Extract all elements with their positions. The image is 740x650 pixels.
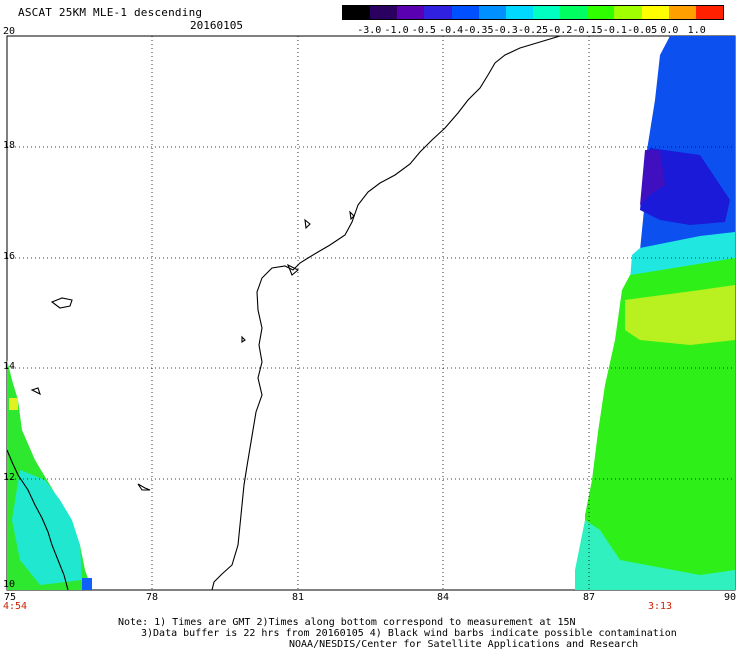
colorbar-tick-label: -0.4	[439, 25, 464, 36]
colorbar-tick-label: -0.5	[411, 25, 436, 36]
colorbar	[342, 5, 724, 20]
colorbar-segment	[370, 6, 398, 19]
colorbar-segment	[560, 6, 588, 19]
colorbar-segment	[451, 6, 479, 19]
small-island-1	[137, 483, 151, 491]
x-label-81: 81	[291, 592, 305, 603]
colorbar-tick-label: -0.2	[548, 25, 573, 36]
colorbar-tick-label: -1.0	[384, 25, 409, 36]
time-label-right: 3:13	[648, 601, 673, 612]
small-island-3	[304, 218, 311, 230]
right-swath-purple-region	[640, 150, 665, 205]
right-swath	[575, 36, 735, 590]
small-island-5	[241, 335, 246, 344]
colorbar-segment	[532, 6, 561, 19]
colorbar-segment	[695, 6, 723, 19]
y-label-16: 16	[3, 251, 16, 262]
time-label-left: 4:54	[3, 601, 28, 612]
x-label-84: 84	[436, 592, 450, 603]
right-swath-cyan-band	[630, 232, 735, 280]
right-swath-cyan-bottom	[575, 520, 735, 590]
left-swath-yellow-patch	[9, 398, 18, 410]
colorbar-segment	[424, 6, 452, 19]
x-label-87: 87	[582, 592, 596, 603]
colorbar-tick-label: 1.0	[687, 25, 706, 36]
left-swath-cyan-region	[12, 470, 82, 585]
colorbar-tick-label: 0.0	[660, 25, 679, 36]
colorbar-segment	[587, 6, 615, 19]
map-title: ASCAT 25KM MLE-1 descending	[18, 6, 203, 19]
west-coastline	[6, 449, 69, 591]
colorbar-segment	[641, 6, 669, 19]
colorbar-tick-label: -0.35	[463, 25, 494, 36]
y-label-20: 20	[3, 26, 16, 37]
small-island-4	[349, 210, 355, 221]
colorbar-tick-label: -0.15	[572, 25, 603, 36]
small-island-2	[30, 387, 41, 396]
colorbar-segment	[614, 6, 642, 19]
colorbar-tick-label: -0.05	[627, 25, 658, 36]
y-label-18: 18	[3, 140, 16, 151]
y-label-12: 12	[3, 472, 16, 483]
colorbar-tick-label: -0.25	[517, 25, 549, 36]
east-coastline	[211, 35, 561, 591]
colorbar-segment	[505, 6, 533, 19]
y-label-10: 10	[3, 579, 16, 590]
sri-lanka-island	[50, 297, 73, 309]
left-swath-blue-patch	[82, 578, 92, 590]
x-label-90: 90	[723, 592, 737, 603]
colorbar-tick-label: -0.3	[493, 25, 518, 36]
right-swath-yellowgreen-region	[625, 285, 735, 345]
delta-outline	[286, 263, 299, 276]
colorbar-segment	[343, 6, 371, 19]
grid	[7, 36, 735, 590]
note-line-2: 3)Data buffer is 22 hrs from 20160105 4)…	[141, 628, 677, 639]
x-label-75: 75	[3, 592, 17, 603]
colorbar-tick-label: -0.1	[602, 25, 627, 36]
map-date: 20160105	[190, 19, 243, 32]
x-label-78: 78	[145, 592, 159, 603]
colorbar-tick-label: -3.0	[357, 25, 382, 36]
colorbar-segment	[397, 6, 425, 19]
colorbar-segment	[668, 6, 696, 19]
left-swath	[7, 360, 92, 590]
colorbar-segment	[478, 6, 506, 19]
y-label-14: 14	[3, 361, 16, 372]
note-line-3: NOAA/NESDIS/Center for Satellite Applica…	[289, 639, 639, 650]
coastline	[6, 35, 561, 591]
right-swath-darkblue-region	[640, 148, 730, 225]
note-line-1: Note: 1) Times are GMT 2)Times along bot…	[118, 617, 576, 628]
